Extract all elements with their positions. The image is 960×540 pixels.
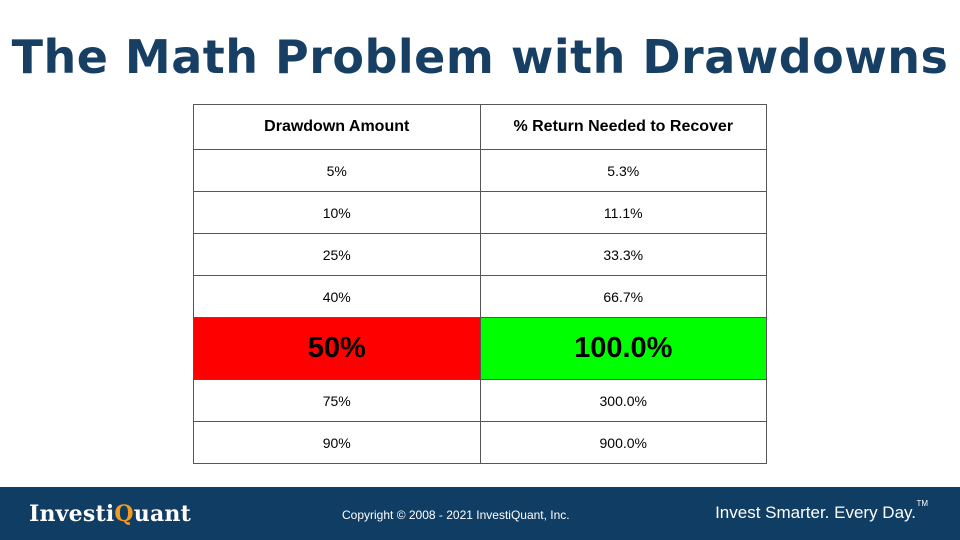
recover-cell: 11.1% [479, 191, 767, 234]
highlighted-recover-cell: 100.0% [479, 317, 767, 380]
recover-cell: 900.0% [479, 421, 767, 464]
drawdown-cell: 25% [193, 233, 481, 276]
tagline-text: Invest Smarter. Every Day. [715, 503, 916, 522]
highlighted-table-row: 50% 100.0% [193, 317, 767, 380]
table-header-row: Drawdown Amount % Return Needed to Recov… [193, 104, 767, 150]
table-row: 25% 33.3% [193, 233, 767, 276]
slide-title: The Math Problem with Drawdowns [11, 30, 949, 84]
footer-bar: InvestiQuant Copyright © 2008 - 2021 Inv… [0, 487, 960, 540]
table-row: 90% 900.0% [193, 421, 767, 464]
header-drawdown-amount: Drawdown Amount [193, 104, 481, 150]
logo-text-part1: Investi [29, 501, 115, 527]
table-row: 5% 5.3% [193, 149, 767, 192]
logo-text-part3: uant [133, 501, 191, 527]
investiquant-logo: InvestiQuant [29, 501, 191, 527]
recover-cell: 5.3% [479, 149, 767, 192]
logo-text-accent: Q [114, 501, 134, 527]
drawdown-cell: 5% [193, 149, 481, 192]
table-row: 75% 300.0% [193, 379, 767, 422]
drawdown-table: Drawdown Amount % Return Needed to Recov… [193, 104, 767, 464]
drawdown-cell: 90% [193, 421, 481, 464]
copyright-text: Copyright © 2008 - 2021 InvestiQuant, In… [342, 508, 570, 522]
highlighted-drawdown-cell: 50% [193, 317, 481, 380]
recover-cell: 300.0% [479, 379, 767, 422]
table-row: 40% 66.7% [193, 275, 767, 318]
header-return-needed: % Return Needed to Recover [479, 104, 767, 150]
recover-cell: 33.3% [479, 233, 767, 276]
table-row: 10% 11.1% [193, 191, 767, 234]
trademark-mark: TM [916, 499, 928, 508]
drawdown-cell: 40% [193, 275, 481, 318]
drawdown-cell: 10% [193, 191, 481, 234]
drawdown-cell: 75% [193, 379, 481, 422]
recover-cell: 66.7% [479, 275, 767, 318]
